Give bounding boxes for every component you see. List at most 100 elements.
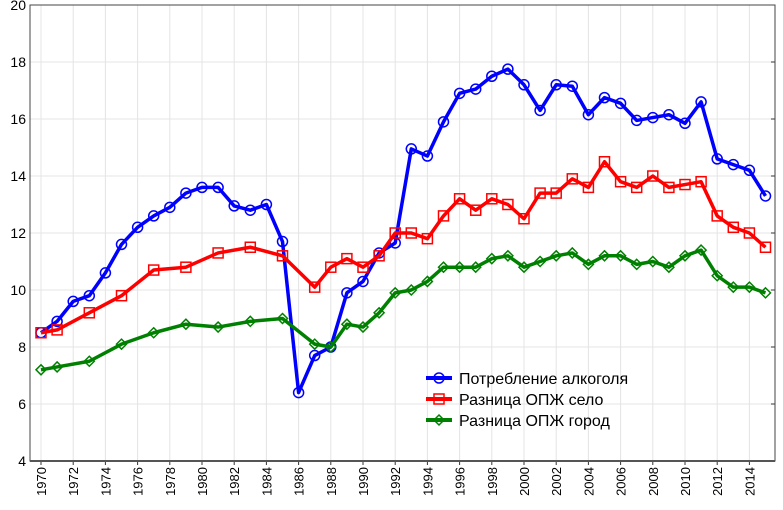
data-point-square bbox=[51, 324, 63, 336]
x-tick-label: 2004 bbox=[581, 467, 596, 496]
data-point-diamond bbox=[646, 255, 659, 268]
data-point-diamond bbox=[34, 363, 48, 376]
data-point-square bbox=[598, 156, 611, 168]
data-point-circle bbox=[727, 158, 740, 171]
x-tick-label: 1982 bbox=[227, 467, 242, 496]
data-point-diamond bbox=[614, 249, 627, 262]
x-tick-label: 1970 bbox=[34, 467, 49, 496]
data-point-circle bbox=[695, 96, 707, 108]
data-point-circle bbox=[743, 164, 756, 177]
data-point-circle bbox=[711, 153, 723, 165]
data-point-circle bbox=[433, 372, 445, 384]
x-tick-label: 1996 bbox=[453, 467, 468, 496]
data-point-diamond bbox=[179, 318, 192, 331]
data-point-square bbox=[711, 210, 723, 222]
data-point-diamond bbox=[550, 249, 563, 262]
data-point-circle bbox=[534, 104, 546, 117]
data-point-square bbox=[147, 264, 160, 276]
data-point-circle bbox=[99, 267, 112, 279]
y-tick-label: 12 bbox=[10, 225, 26, 241]
data-point-square bbox=[518, 213, 530, 225]
data-point-square bbox=[115, 289, 128, 302]
series-circle bbox=[35, 63, 772, 399]
data-point-circle bbox=[421, 150, 434, 162]
data-point-square bbox=[373, 250, 385, 262]
x-tick-label: 1974 bbox=[98, 467, 113, 496]
data-point-square bbox=[341, 252, 353, 265]
data-point-circle bbox=[244, 204, 257, 216]
data-point-square bbox=[308, 281, 321, 293]
data-point-square bbox=[630, 181, 643, 194]
data-point-diamond bbox=[324, 340, 337, 354]
data-point-square bbox=[276, 250, 289, 262]
data-point-square bbox=[244, 241, 257, 253]
legend-label: Разница ОПЖ город bbox=[459, 413, 610, 430]
legend-item: Разница ОПЖ село bbox=[426, 392, 604, 409]
data-point-circle bbox=[212, 181, 224, 194]
data-point-diamond bbox=[678, 249, 692, 262]
x-tick-label: 1976 bbox=[131, 467, 146, 496]
data-point-diamond bbox=[340, 318, 353, 331]
x-tick-label: 1978 bbox=[163, 467, 178, 496]
data-point-circle bbox=[357, 275, 369, 288]
series-line bbox=[39, 67, 767, 395]
data-point-square bbox=[759, 241, 772, 253]
series-diamond bbox=[34, 244, 772, 376]
data-point-circle bbox=[115, 238, 128, 251]
data-point-diamond bbox=[598, 249, 611, 262]
data-point-square bbox=[405, 227, 418, 239]
x-tick-label: 2014 bbox=[742, 467, 757, 496]
data-point-square bbox=[679, 178, 691, 191]
data-point-circle bbox=[453, 87, 466, 100]
data-point-diamond bbox=[695, 244, 708, 257]
legend-label: Потребление алкоголя bbox=[459, 371, 628, 388]
x-tick-label: 1988 bbox=[324, 467, 339, 496]
data-point-circle bbox=[437, 116, 450, 128]
data-point-circle bbox=[663, 108, 675, 121]
data-point-diamond bbox=[437, 261, 450, 274]
data-point-square bbox=[647, 170, 659, 182]
x-tick-label: 2006 bbox=[614, 467, 629, 496]
x-tick-label: 2000 bbox=[517, 467, 532, 496]
data-point-diamond bbox=[308, 338, 321, 351]
data-point-square bbox=[550, 187, 562, 199]
data-point-square bbox=[743, 227, 756, 239]
data-point-circle bbox=[196, 181, 208, 194]
data-point-circle bbox=[180, 187, 192, 199]
data-point-square bbox=[437, 210, 450, 222]
data-point-square bbox=[35, 327, 47, 339]
data-point-circle bbox=[566, 80, 579, 92]
y-tick-label: 16 bbox=[10, 111, 26, 127]
data-point-square bbox=[695, 175, 707, 188]
data-point-square bbox=[433, 393, 445, 405]
data-point-circle bbox=[292, 386, 305, 399]
data-point-square bbox=[212, 247, 224, 259]
data-point-diamond bbox=[421, 275, 434, 288]
data-point-circle bbox=[486, 70, 498, 82]
y-tick-label: 18 bbox=[10, 54, 26, 70]
data-point-circle bbox=[518, 79, 530, 91]
data-point-diamond bbox=[373, 306, 386, 319]
data-point-circle bbox=[308, 349, 321, 362]
x-tick-label: 2002 bbox=[549, 467, 564, 496]
x-tick-label: 2012 bbox=[710, 467, 725, 496]
x-tick-label: 1998 bbox=[485, 467, 500, 496]
data-point-diamond bbox=[711, 269, 724, 282]
data-point-diamond bbox=[432, 413, 446, 427]
data-point-diamond bbox=[630, 258, 643, 271]
data-point-diamond bbox=[517, 261, 531, 274]
x-tick-label: 1980 bbox=[195, 467, 210, 496]
data-point-square bbox=[582, 181, 595, 194]
data-point-circle bbox=[469, 83, 482, 95]
data-point-square bbox=[389, 227, 401, 239]
data-point-diamond bbox=[566, 246, 579, 260]
x-tick-label: 1986 bbox=[292, 467, 307, 496]
data-point-diamond bbox=[405, 283, 418, 297]
data-point-circle bbox=[83, 289, 96, 302]
data-point-diamond bbox=[727, 281, 740, 294]
data-point-square bbox=[663, 181, 675, 194]
data-point-diamond bbox=[356, 320, 370, 334]
data-point-diamond bbox=[759, 286, 772, 299]
data-point-circle bbox=[67, 295, 79, 308]
